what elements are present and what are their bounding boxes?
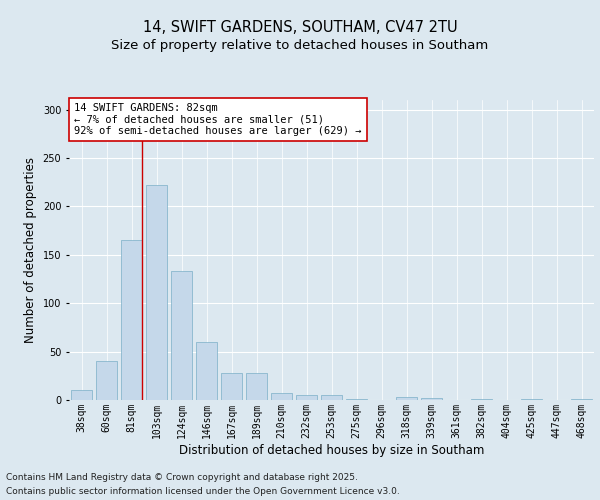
Bar xyxy=(196,342,217,400)
Bar xyxy=(346,399,367,400)
Bar xyxy=(96,362,117,400)
Bar xyxy=(246,373,267,400)
Bar xyxy=(321,395,342,400)
Y-axis label: Number of detached properties: Number of detached properties xyxy=(24,157,37,343)
Bar xyxy=(121,240,142,400)
Bar xyxy=(421,398,442,400)
X-axis label: Distribution of detached houses by size in Southam: Distribution of detached houses by size … xyxy=(179,444,484,456)
Bar xyxy=(471,399,492,400)
Bar xyxy=(146,185,167,400)
Bar xyxy=(396,397,417,400)
Bar xyxy=(521,399,542,400)
Bar xyxy=(171,272,192,400)
Text: 14, SWIFT GARDENS, SOUTHAM, CV47 2TU: 14, SWIFT GARDENS, SOUTHAM, CV47 2TU xyxy=(143,20,457,35)
Text: 14 SWIFT GARDENS: 82sqm
← 7% of detached houses are smaller (51)
92% of semi-det: 14 SWIFT GARDENS: 82sqm ← 7% of detached… xyxy=(74,103,362,136)
Bar xyxy=(221,373,242,400)
Text: Contains public sector information licensed under the Open Government Licence v3: Contains public sector information licen… xyxy=(6,486,400,496)
Bar xyxy=(271,393,292,400)
Bar xyxy=(571,399,592,400)
Text: Contains HM Land Registry data © Crown copyright and database right 2025.: Contains HM Land Registry data © Crown c… xyxy=(6,473,358,482)
Text: Size of property relative to detached houses in Southam: Size of property relative to detached ho… xyxy=(112,38,488,52)
Bar xyxy=(296,395,317,400)
Bar xyxy=(71,390,92,400)
